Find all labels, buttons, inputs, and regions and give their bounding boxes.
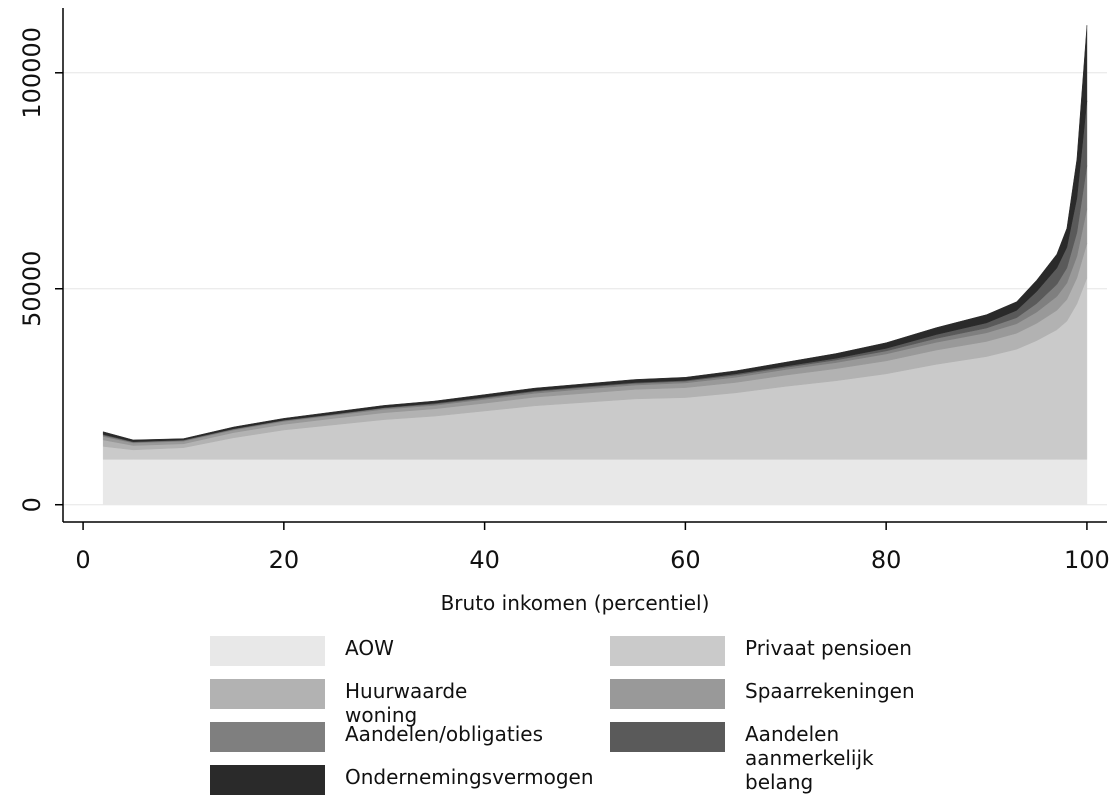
legend-swatch <box>210 636 325 666</box>
x-tick-label: 80 <box>871 546 902 574</box>
legend-item: Privaat pensioen <box>610 636 930 671</box>
chart: Bruto inkomen (percentiel) 0 50000 100000 0… <box>18 8 1110 615</box>
x-tick-label: 100 <box>1064 546 1110 574</box>
legend-swatch <box>210 765 325 795</box>
legend-label: Huurwaarde woning <box>345 679 468 727</box>
y-tick-label: 100000 <box>18 27 46 119</box>
legend-label: Aandelen/obligaties <box>345 722 544 746</box>
x-tick-label: 20 <box>269 546 300 574</box>
legend-label: Privaat pensioen <box>745 636 912 660</box>
x-axis-label: Bruto inkomen (percentiel) <box>441 591 710 615</box>
x-tick-label: 60 <box>670 546 701 574</box>
legend-label: Ondernemingsvermogen <box>345 765 594 789</box>
legend-label: Aandelen aanmerkelijk belang <box>745 722 874 794</box>
y-tick-label: 50000 <box>18 251 46 327</box>
legend-item: AOW <box>210 636 610 671</box>
legend-swatch <box>610 636 725 666</box>
area <box>102 459 1088 505</box>
area <box>102 25 1088 442</box>
legend-swatch <box>610 722 725 752</box>
legend-item: Ondernemingsvermogen <box>210 765 610 800</box>
y-tick-label: 0 <box>18 497 46 512</box>
legend-swatch <box>610 679 725 709</box>
legend-item: Huurwaarde woning <box>210 679 610 727</box>
legend-item: Spaarrekeningen <box>610 679 930 714</box>
legend-swatch <box>210 679 325 709</box>
legend: AOW Privaat pensioen Huurwaarde woning Spaa… <box>210 636 930 800</box>
legend-swatch <box>210 722 325 752</box>
legend-label: Spaarrekeningen <box>745 679 915 703</box>
x-tick-label: 40 <box>469 546 500 574</box>
legend-item: Aandelen/obligaties <box>210 722 610 757</box>
x-tick-label: 0 <box>75 546 90 574</box>
legend-item: Aandelen aanmerkelijk belang <box>610 722 930 794</box>
legend-label: AOW <box>345 636 394 660</box>
